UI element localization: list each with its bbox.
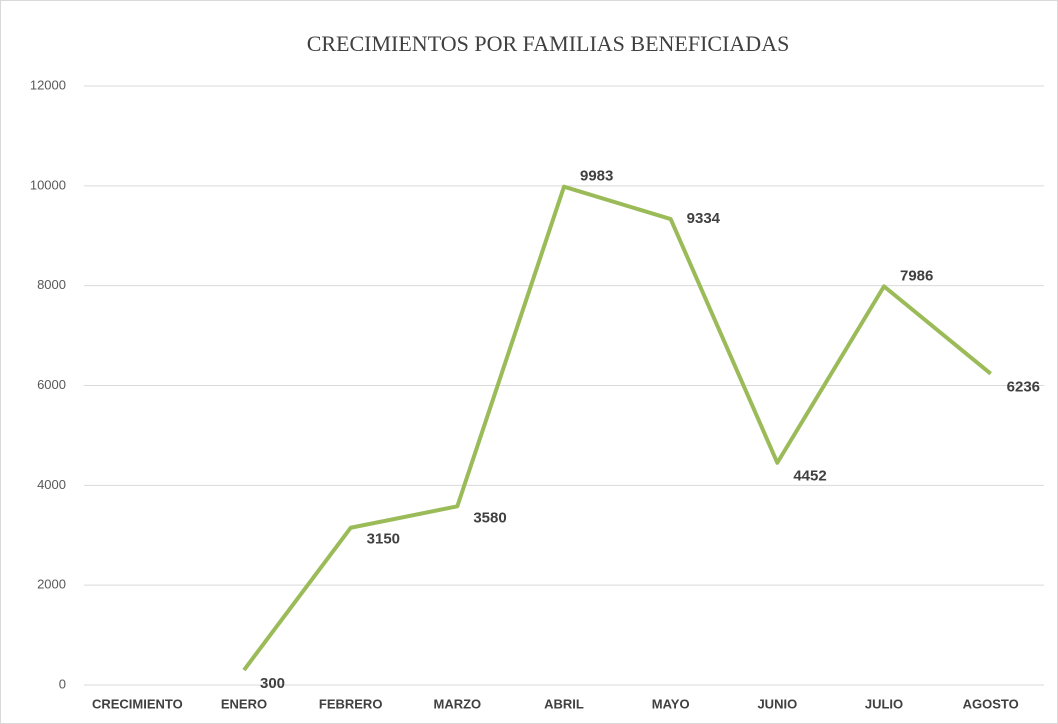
data-label: 4452 [793,468,826,485]
data-label: 300 [260,675,285,692]
data-label: 3150 [367,531,400,548]
y-tick-label: 4000 [37,477,66,492]
x-tick-label: JUNIO [757,696,797,711]
x-tick-label: MAYO [652,696,690,711]
x-tick-label: JULIO [865,696,903,711]
data-label: 9983 [580,168,613,185]
y-tick-label: 8000 [37,277,66,292]
y-tick-label: 12000 [30,77,66,92]
x-tick-label: AGOSTO [963,696,1019,711]
y-tick-label: 0 [59,676,66,691]
data-label: 7986 [900,267,933,284]
y-tick-label: 2000 [37,577,66,592]
x-tick-label: FEBRERO [319,696,383,711]
y-tick-label: 10000 [30,177,66,192]
x-tick-label: ENERO [221,696,267,711]
y-tick-label: 6000 [37,377,66,392]
x-tick-label: ABRIL [544,696,584,711]
data-label: 6236 [1007,379,1040,396]
data-label: 3580 [473,509,506,526]
data-label: 9334 [687,210,721,227]
x-tick-label: MARZO [433,696,481,711]
data-line [242,184,992,672]
x-tick-label: CRECIMIENTO [92,696,183,711]
chart-title: CRECIMIENTOS POR FAMILIAS BENEFICIADAS [307,31,790,56]
